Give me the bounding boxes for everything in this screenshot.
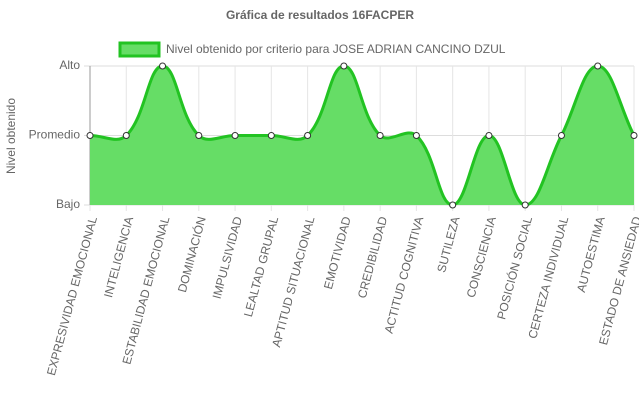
point [376, 132, 384, 139]
x-tick-label: ACTITUD COGNITIVA [382, 215, 427, 335]
area [90, 66, 634, 205]
x-tick-label: AUTOESTIMA [574, 215, 608, 294]
x-tick-label: SUTILEZA [434, 215, 462, 274]
x-tick-label: EMOTIVIDAD [321, 215, 354, 291]
y-tick-label: Bajo [56, 197, 80, 211]
point [557, 132, 565, 139]
x-tick-label: CERTEZA INDIVIDUAL [525, 215, 571, 340]
point [231, 132, 239, 139]
point [630, 132, 638, 139]
point [521, 201, 529, 209]
y-tick-label: Promedio [29, 128, 81, 142]
point [195, 132, 203, 139]
point [340, 62, 348, 70]
x-tick-label: EXPRESIVIDAD EMOCIONAL [44, 215, 100, 377]
x-tick-label: POSICIÓN SOCIAL [493, 214, 535, 321]
point [449, 201, 457, 209]
point [267, 132, 275, 139]
point [594, 62, 602, 70]
x-tick-label: INTELIGENCIA [101, 215, 136, 299]
point [412, 132, 420, 139]
x-tick-label: DOMINACIÓN [174, 215, 209, 294]
x-tick-label: CREDIBILIDAD [355, 215, 390, 300]
chart-title: Gráfica de resultados 16FACPER [226, 8, 414, 22]
point [86, 132, 94, 139]
x-tick-label: LEALTAD GRUPAL [241, 215, 281, 319]
point [159, 62, 167, 70]
x-tick-label: CONSCIENCIA [464, 215, 499, 299]
legend-label: Nivel obtenido por criterio para JOSE AD… [166, 42, 506, 56]
y-axis-title: Nivel obtenido [4, 98, 18, 174]
legend-swatch [118, 41, 161, 58]
point [122, 132, 130, 139]
line [89, 64, 636, 207]
x-tick-label: IMPULSIVIDAD [210, 215, 246, 301]
y-tick-label: Alto [59, 58, 80, 72]
point [485, 132, 493, 139]
point [304, 132, 312, 139]
